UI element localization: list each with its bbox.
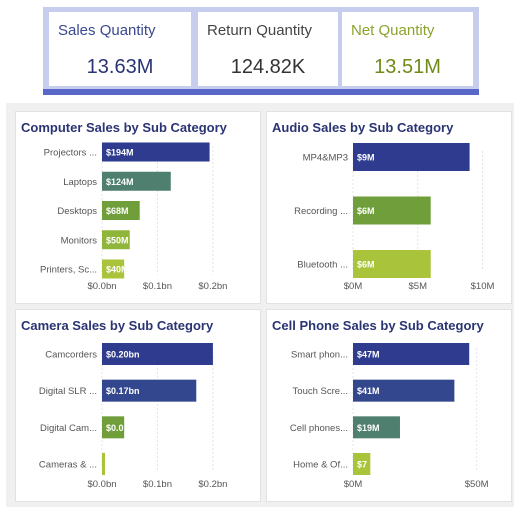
category-label: Cell phones... — [290, 423, 348, 434]
data-label: $19M — [357, 423, 380, 433]
data-label: $124M — [106, 177, 134, 187]
x-tick-label: $5M — [409, 281, 428, 292]
bar[interactable] — [353, 453, 371, 475]
chart-title: Computer Sales by Sub Category — [21, 120, 227, 135]
bar[interactable] — [353, 196, 431, 225]
category-label: Touch Scre... — [293, 386, 348, 397]
data-label: $6M — [357, 260, 375, 270]
data-label: $40M — [106, 265, 129, 275]
x-tick-label: $0.1bn — [143, 479, 172, 490]
data-label: $0.0 — [106, 423, 124, 433]
x-tick-label: $0M — [344, 479, 363, 490]
bar[interactable] — [102, 416, 125, 439]
category-label: Monitors — [61, 235, 98, 246]
data-label: $50M — [106, 235, 129, 245]
x-tick-label: $50M — [465, 479, 489, 490]
bar[interactable] — [102, 142, 210, 162]
category-label: Digital SLR ... — [39, 386, 97, 397]
bar[interactable] — [102, 230, 130, 250]
kpi-card-net-quantity[interactable]: Net Quantity 13.51M — [342, 12, 473, 86]
category-label: Cameras & ... — [39, 460, 97, 471]
data-label: $0.20bn — [106, 350, 140, 360]
bar[interactable] — [102, 453, 105, 475]
data-label: $68M — [106, 206, 129, 216]
data-label: $6M — [357, 206, 375, 216]
category-label: Camcorders — [45, 350, 97, 361]
kpi-label: Sales Quantity — [58, 22, 156, 39]
cell-phone-sales-chart: $0M $50M Smart phon... $47M Touch Scre... $41… — [290, 343, 489, 490]
category-label: Projectors ... — [44, 148, 97, 159]
chart-panel-camera[interactable]: Camera Sales by Sub Category $0.0bn $0.1b… — [15, 309, 261, 502]
data-label: $41M — [357, 386, 380, 396]
x-tick-label: $0M — [344, 281, 363, 292]
category-label: Home & Of... — [293, 460, 348, 471]
chart-panel-cell-phone[interactable]: Cell Phone Sales by Sub Category $0M $50M… — [266, 309, 512, 502]
camera-sales-chart: $0.0bn $0.1bn $0.2bn Camcorders $0.20bn Digit… — [39, 343, 227, 490]
chart-panel-computer[interactable]: Computer Sales by Sub Category $0.0bn $0.… — [15, 111, 261, 304]
x-tick-label: $0.2bn — [198, 281, 227, 292]
kpi-value: 13.51M — [374, 56, 441, 78]
data-label: $0.17bn — [106, 386, 140, 396]
category-label: Bluetooth ... — [297, 260, 348, 271]
kpi-value: 124.82K — [230, 56, 306, 78]
category-label: Digital Cam... — [40, 423, 97, 434]
kpi-card-return-quantity[interactable]: Return Quantity 124.82K — [198, 12, 338, 86]
bar[interactable] — [353, 250, 431, 278]
category-label: Recording ... — [294, 206, 348, 217]
category-label: Laptops — [63, 177, 97, 188]
bar[interactable] — [102, 259, 125, 279]
x-tick-label: $0.2bn — [198, 479, 227, 490]
kpi-strip: Sales Quantity 13.63M Return Quantity 12… — [43, 7, 479, 95]
bar[interactable] — [353, 379, 455, 402]
bar[interactable] — [102, 171, 171, 191]
category-label: Desktops — [57, 206, 97, 217]
x-tick-label: $10M — [471, 281, 495, 292]
kpi-label: Return Quantity — [207, 22, 313, 39]
data-label: $9M — [357, 153, 375, 163]
x-tick-label: $0.0bn — [87, 479, 116, 490]
data-label: $47M — [357, 350, 380, 360]
bar[interactable] — [353, 343, 470, 365]
bar[interactable] — [353, 143, 470, 171]
category-label: Smart phon... — [291, 350, 348, 361]
data-label: $194M — [106, 148, 134, 158]
kpi-label: Net Quantity — [351, 22, 435, 39]
bar[interactable] — [102, 201, 140, 220]
data-label: $7 — [357, 460, 367, 470]
category-label: Printers, Sc... — [40, 265, 97, 276]
kpi-card-sales-quantity[interactable]: Sales Quantity 13.63M — [49, 12, 191, 86]
bar[interactable] — [102, 343, 213, 365]
x-tick-label: $0.0bn — [87, 281, 116, 292]
chart-title: Camera Sales by Sub Category — [21, 318, 214, 333]
chart-title: Cell Phone Sales by Sub Category — [272, 318, 484, 333]
category-label: MP4&MP3 — [303, 153, 348, 164]
kpi-strip-accent-bar — [43, 89, 479, 95]
bar[interactable] — [353, 416, 400, 439]
computer-sales-chart: $0.0bn $0.1bn $0.2bn Projectors ... $194M Lap… — [40, 142, 227, 292]
x-tick-label: $0.1bn — [143, 281, 172, 292]
kpi-value: 13.63M — [86, 56, 154, 78]
chart-panel-audio[interactable]: Audio Sales by Sub Category $0M $5M $10M MP… — [266, 111, 512, 304]
bar[interactable] — [102, 379, 197, 402]
chart-title: Audio Sales by Sub Category — [272, 120, 454, 135]
audio-sales-chart: $0M $5M $10M MP4&MP3 $9M Recording ... $6M Blue… — [294, 143, 495, 292]
